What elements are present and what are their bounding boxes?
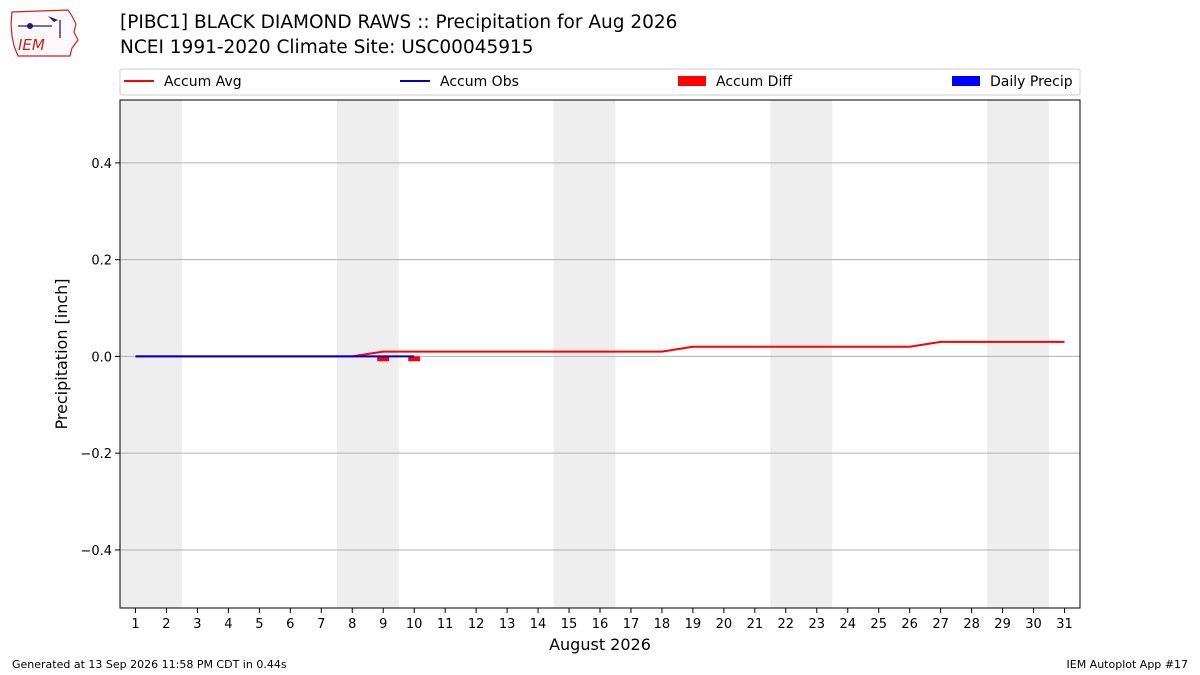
x-tick-label: 7 xyxy=(317,617,325,632)
x-tick-label: 22 xyxy=(778,617,795,632)
x-tick-label: 8 xyxy=(348,617,356,632)
x-tick-label: 3 xyxy=(193,617,201,632)
x-tick-label: 28 xyxy=(963,617,980,632)
x-tick-label: 1 xyxy=(131,617,139,632)
x-tick-label: 24 xyxy=(839,617,856,632)
logo-text: IEM xyxy=(18,36,45,54)
app-credit: IEM Autoplot App #17 xyxy=(1066,658,1189,671)
legend-item-accum-diff: Accum Diff xyxy=(678,74,792,90)
x-tick-label: 31 xyxy=(1056,617,1073,632)
iowa-state-outline xyxy=(10,9,79,57)
iem-logo: IEM xyxy=(10,9,79,57)
x-tick-label: 29 xyxy=(994,617,1011,632)
y-tick-label: −0.2 xyxy=(80,447,112,462)
x-tick-label: 23 xyxy=(809,617,826,632)
x-tick-label: 25 xyxy=(870,617,887,632)
legend-label-obs: Accum Obs xyxy=(440,74,519,90)
x-axis-label: August 2026 xyxy=(549,635,651,654)
y-axis-label: Precipitation [inch] xyxy=(52,278,71,429)
y-tick-label: 0.4 xyxy=(91,157,112,172)
x-tick-label: 20 xyxy=(716,617,733,632)
x-tick-label: 6 xyxy=(286,617,294,632)
x-axis-ticks: 1 2 3 4 5 6 7 8 9 10 11 12 13 14 15 16 17 18 19 20 21 22 23 24 2… xyxy=(131,608,1073,632)
wind-vane-icon xyxy=(48,16,58,22)
x-tick-label: 21 xyxy=(747,617,764,632)
legend-label-diff: Accum Diff xyxy=(716,74,792,90)
x-tick-label: 12 xyxy=(468,617,485,632)
legend-item-accum-obs: Accum Obs xyxy=(400,74,519,90)
y-tick-label: 0.2 xyxy=(91,254,112,269)
x-tick-label: 14 xyxy=(530,617,547,632)
x-tick-label: 13 xyxy=(499,617,516,632)
x-tick-label: 15 xyxy=(561,617,578,632)
weekend-shade xyxy=(120,100,182,608)
legend-label-avg: Accum Avg xyxy=(164,74,242,90)
legend-frame xyxy=(119,68,1081,96)
x-tick-label: 19 xyxy=(685,617,702,632)
x-tick-label: 17 xyxy=(623,617,640,632)
legend-swatch-diff xyxy=(678,76,706,86)
x-tick-label: 26 xyxy=(901,617,918,632)
x-tick-label: 9 xyxy=(379,617,387,632)
x-tick-label: 27 xyxy=(932,617,949,632)
x-tick-label: 16 xyxy=(592,617,609,632)
y-axis-ticks: 0.4 0.2 0.0 −0.2 −0.4 xyxy=(80,157,120,559)
x-tick-label: 2 xyxy=(162,617,170,632)
y-tick-label: 0.0 xyxy=(91,350,112,365)
x-tick-label: 4 xyxy=(224,617,232,632)
weekend-shade xyxy=(987,100,1050,608)
diff-bars xyxy=(377,356,421,362)
y-tick-label: −0.4 xyxy=(80,544,112,559)
generated-timestamp: Generated at 13 Sep 2026 11:58 PM CDT in… xyxy=(12,658,287,671)
legend-item-daily-precip: Daily Precip xyxy=(952,74,1073,90)
legend: Accum Avg Accum Obs Accum Diff Daily Pre… xyxy=(119,68,1081,96)
x-tick-label: 5 xyxy=(255,617,263,632)
legend-label-daily: Daily Precip xyxy=(990,74,1073,90)
x-tick-label: 10 xyxy=(406,617,423,632)
x-tick-label: 30 xyxy=(1025,617,1042,632)
series-lines xyxy=(135,340,1065,358)
x-tick-label: 11 xyxy=(437,617,454,632)
diff-bar xyxy=(377,356,390,362)
chart-subtitle: NCEI 1991-2020 Climate Site: USC00045915 xyxy=(120,37,534,58)
diff-bar xyxy=(408,356,421,362)
weekend-shade xyxy=(770,100,833,608)
legend-item-accum-avg: Accum Avg xyxy=(124,74,242,90)
weekend-shading xyxy=(120,100,1050,608)
legend-swatch-daily xyxy=(952,76,980,86)
x-tick-label: 18 xyxy=(654,617,671,632)
chart-title: [PIBC1] BLACK DIAMOND RAWS :: Precipitat… xyxy=(120,12,678,33)
weekend-shade xyxy=(553,100,616,608)
